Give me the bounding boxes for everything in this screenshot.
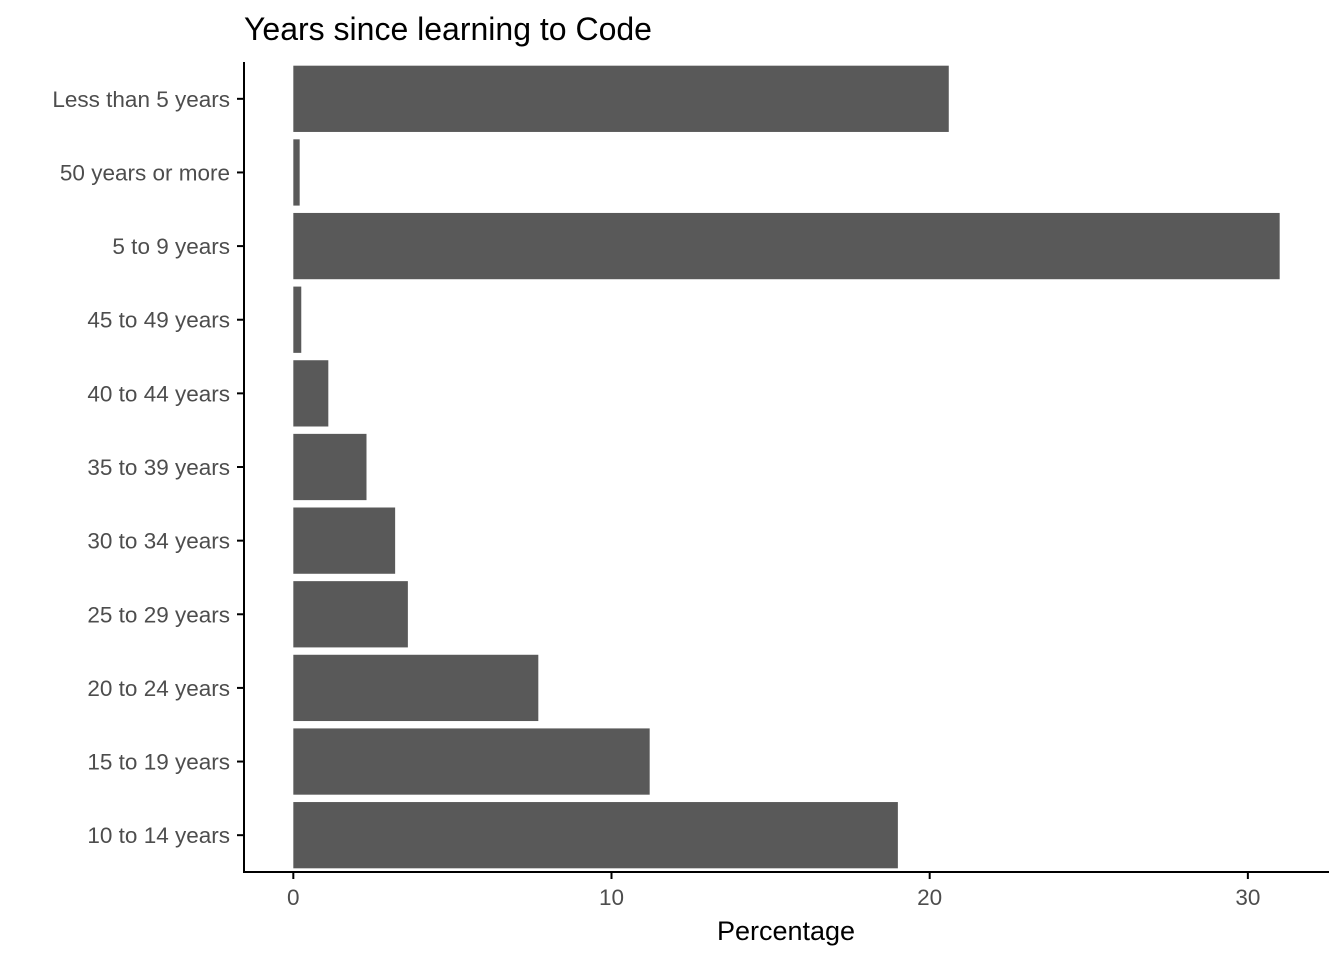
bar-30-to-34-years	[293, 507, 396, 574]
bar-5-to-9-years	[293, 212, 1280, 280]
y-tick-label: 15 to 19 years	[87, 750, 230, 775]
bar-45-to-49-years	[293, 286, 302, 353]
y-tick-label: 35 to 39 years	[87, 455, 230, 480]
bar-35-to-39-years	[293, 433, 367, 501]
y-tick-label: 20 to 24 years	[87, 676, 230, 701]
x-tick-label: 20	[917, 885, 942, 910]
bar-20-to-24-years	[293, 654, 539, 722]
x-tick-label: 0	[287, 885, 300, 910]
y-tick-label: Less than 5 years	[52, 87, 230, 112]
y-tick-label: 40 to 44 years	[87, 381, 230, 406]
x-axis-title: Percentage	[717, 916, 855, 946]
bars	[293, 65, 1280, 869]
x-tick-label: 30	[1235, 885, 1260, 910]
y-tick-label: 5 to 9 years	[112, 234, 230, 259]
bar-40-to-44-years	[293, 360, 329, 427]
bar-10-to-14-years	[293, 802, 898, 869]
y-tick-label: 10 to 14 years	[87, 823, 230, 848]
x-axis-ticks: 0 10 20 30	[287, 872, 1260, 910]
bar-50-years-or-more	[293, 139, 300, 206]
y-tick-label: 30 to 34 years	[87, 529, 230, 554]
bar-15-to-19-years	[293, 728, 650, 795]
bar-25-to-29-years	[293, 581, 408, 648]
bar-less-than-5-years	[293, 65, 949, 132]
chart-title: Years since learning to Code	[244, 11, 652, 47]
y-tick-label: 50 years or more	[60, 160, 230, 185]
y-axis-ticks: 10 to 14 years 15 to 19 years 20 to 24 yea…	[52, 87, 244, 848]
y-tick-label: 25 to 29 years	[87, 602, 230, 627]
y-tick-label: 45 to 49 years	[87, 308, 230, 333]
x-tick-label: 10	[599, 885, 624, 910]
